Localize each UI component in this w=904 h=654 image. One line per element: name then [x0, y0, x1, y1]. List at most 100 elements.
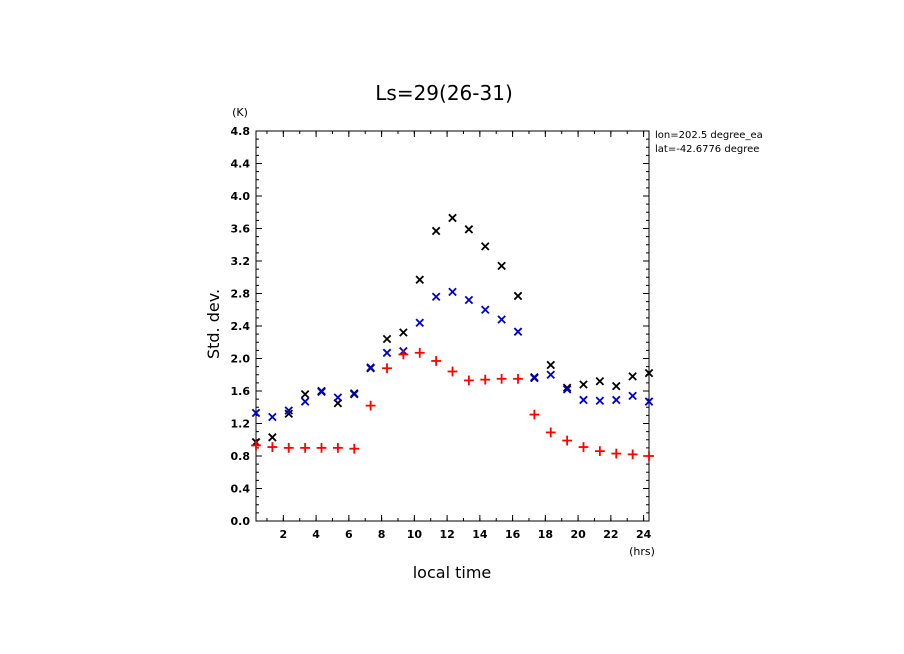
- x-axis-label: local time: [413, 563, 492, 582]
- y-tick-label: 2.0: [231, 353, 251, 366]
- data-point-series-2: [463, 375, 474, 386]
- data-point-series-0: [513, 291, 523, 301]
- data-point-series-0: [562, 383, 572, 393]
- lon-annotation: lon=202.5 degree_ea: [655, 130, 763, 141]
- data-point-series-2: [283, 442, 294, 453]
- data-point-series-1: [611, 395, 621, 405]
- x-tick-label: 22: [603, 528, 618, 541]
- data-point-series-0: [333, 398, 343, 408]
- y-tick-label: 0.4: [231, 483, 251, 496]
- y-tick-label: 4.4: [231, 158, 251, 171]
- data-marks: [251, 213, 654, 461]
- data-point-series-1: [251, 408, 261, 418]
- data-point-series-1: [497, 315, 506, 324]
- data-point-series-1: [317, 387, 326, 397]
- data-point-series-0: [464, 225, 474, 234]
- data-point-series-1: [431, 292, 441, 302]
- x-tick-label: 2: [280, 528, 288, 541]
- axis-ticks: 0.0 0.4 0.8 1.2 1.6 2.0 2.4 2.8 3.2 3.6 4.0 4.4 4.8 2…: [231, 125, 652, 541]
- data-point-series-1: [284, 406, 294, 415]
- data-point-series-0: [497, 261, 506, 271]
- data-point-series-0: [546, 360, 556, 370]
- data-point-series-2: [251, 440, 261, 451]
- data-point-series-1: [300, 397, 310, 406]
- data-point-series-1: [579, 395, 588, 405]
- data-point-series-1: [530, 372, 539, 382]
- y-tick-label: 3.2: [231, 255, 251, 268]
- data-point-series-0: [382, 334, 392, 344]
- data-point-series-2: [545, 427, 556, 438]
- data-point-series-2: [365, 400, 376, 411]
- data-point-series-2: [332, 442, 343, 453]
- data-point-series-0: [448, 213, 457, 223]
- data-point-series-2: [611, 448, 622, 459]
- data-point-series-2: [513, 373, 523, 384]
- data-point-series-1: [644, 397, 654, 406]
- y-tick-label: 2.8: [231, 288, 251, 301]
- lat-annotation: lat=-42.6776 degree: [655, 144, 759, 155]
- data-point-series-0: [611, 381, 621, 391]
- data-point-series-2: [562, 435, 573, 446]
- data-point-series-2: [300, 442, 311, 453]
- data-point-series-0: [644, 368, 654, 378]
- x-tick-label: 8: [378, 528, 386, 541]
- chart-title: Ls=29(26-31): [375, 81, 513, 105]
- data-point-series-0: [399, 328, 408, 337]
- data-point-series-0: [595, 376, 605, 386]
- data-point-series-1: [562, 385, 572, 394]
- data-point-series-2: [578, 442, 589, 452]
- x-tick-label: 4: [312, 528, 320, 541]
- y-tick-label: 4.0: [231, 190, 251, 203]
- data-point-series-1: [415, 318, 425, 328]
- x-tick-label: 24: [636, 528, 652, 541]
- data-point-series-2: [594, 446, 605, 457]
- data-point-series-0: [579, 380, 588, 389]
- y-axis-label: Std. dev.: [204, 289, 223, 359]
- x-tick-label: 18: [538, 528, 553, 541]
- data-point-series-1: [333, 393, 343, 402]
- data-point-series-0: [300, 389, 310, 399]
- data-point-series-1: [464, 295, 474, 305]
- data-point-series-2: [644, 451, 654, 461]
- x-tick-label: 12: [439, 528, 454, 541]
- data-point-series-2: [316, 442, 327, 453]
- y-unit-label: (K): [232, 106, 248, 119]
- data-point-series-2: [627, 449, 638, 460]
- x-tick-label: 16: [505, 528, 521, 541]
- data-point-series-1: [366, 363, 375, 372]
- data-point-series-1: [595, 396, 605, 406]
- data-point-series-1: [268, 412, 277, 422]
- plot-frame: [255, 130, 650, 522]
- y-tick-label: 0.8: [231, 450, 251, 463]
- data-point-series-2: [480, 374, 491, 385]
- x-tick-label: 20: [570, 528, 586, 541]
- data-point-series-1: [448, 287, 457, 297]
- data-point-series-1: [628, 391, 637, 401]
- data-point-series-2: [496, 373, 507, 384]
- y-tick-label: 4.8: [231, 125, 251, 138]
- data-point-series-2: [267, 442, 278, 452]
- data-point-series-2: [431, 356, 442, 366]
- data-point-series-1: [349, 389, 359, 399]
- data-point-series-0: [628, 372, 637, 381]
- y-tick-label: 0.0: [231, 515, 251, 528]
- x-tick-label: 10: [407, 528, 423, 541]
- x-tick-label: 6: [345, 528, 353, 541]
- data-point-series-2: [529, 409, 540, 420]
- y-tick-label: 2.4: [231, 320, 251, 333]
- data-point-series-1: [513, 327, 523, 336]
- data-point-series-2: [349, 443, 360, 454]
- data-point-series-2: [447, 366, 458, 377]
- data-point-series-0: [268, 433, 277, 442]
- data-point-series-1: [480, 305, 490, 315]
- x-unit-label: (hrs): [629, 545, 655, 558]
- y-tick-label: 1.2: [231, 418, 251, 431]
- y-tick-label: 1.6: [231, 385, 251, 398]
- data-point-series-2: [382, 363, 392, 374]
- y-tick-label: 3.6: [231, 223, 251, 236]
- data-point-series-1: [546, 370, 556, 380]
- data-point-series-0: [415, 275, 425, 284]
- data-point-series-0: [431, 226, 441, 236]
- data-point-series-2: [414, 347, 425, 358]
